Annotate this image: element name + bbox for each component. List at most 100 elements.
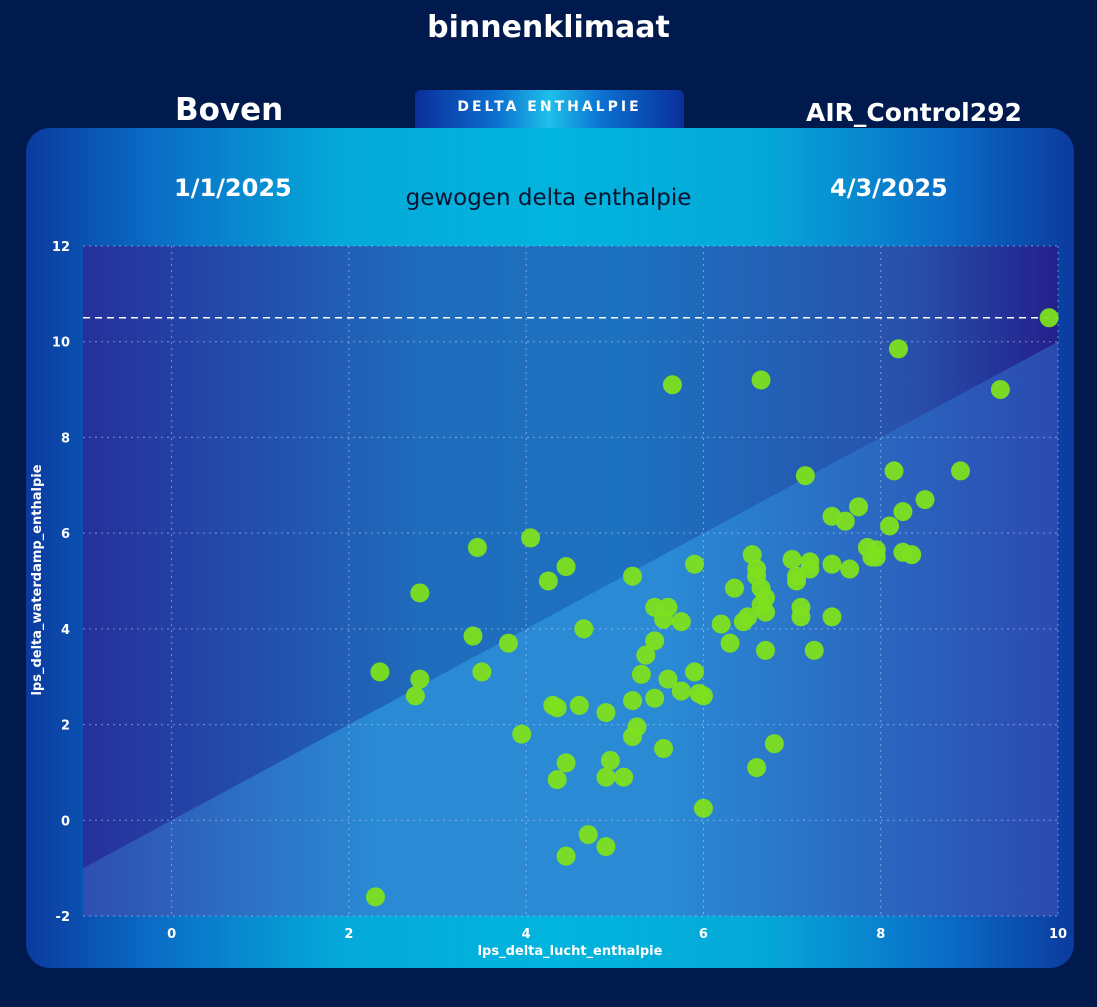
y-axis-label: lps_delta_waterdamp_enthalpie xyxy=(30,464,45,695)
data-point[interactable] xyxy=(751,370,771,390)
data-point[interactable] xyxy=(467,538,487,557)
data-point[interactable] xyxy=(521,528,541,548)
data-point[interactable] xyxy=(782,549,802,569)
data-point[interactable] xyxy=(600,750,620,770)
data-point[interactable] xyxy=(538,571,558,591)
y-tick-label: 6 xyxy=(61,527,70,542)
data-point[interactable] xyxy=(849,497,869,517)
data-point[interactable] xyxy=(791,607,811,627)
x-axis-ticks: 0 2 4 6 8 10 xyxy=(167,927,1067,942)
data-point[interactable] xyxy=(866,547,886,567)
data-point[interactable] xyxy=(623,566,643,586)
data-point[interactable] xyxy=(822,554,842,574)
data-point[interactable] xyxy=(658,597,678,617)
data-point[interactable] xyxy=(787,571,807,591)
data-point[interactable] xyxy=(498,633,518,653)
data-point[interactable] xyxy=(747,758,767,778)
data-point[interactable] xyxy=(756,640,775,660)
data-point[interactable] xyxy=(822,607,842,627)
y-tick-label: 4 xyxy=(61,623,70,638)
data-point[interactable] xyxy=(840,559,860,579)
y-tick-label: 0 xyxy=(61,814,70,829)
y-tick-label: 10 xyxy=(52,336,70,351)
page-title: binnenklimaat xyxy=(427,10,670,45)
x-tick-label: 10 xyxy=(1049,927,1067,942)
data-point[interactable] xyxy=(410,583,430,603)
data-point[interactable] xyxy=(654,739,674,758)
data-point[interactable] xyxy=(888,339,908,359)
data-point[interactable] xyxy=(596,703,616,723)
data-point[interactable] xyxy=(658,669,678,689)
y-tick-label: 2 xyxy=(61,719,70,734)
data-point[interactable] xyxy=(756,588,775,608)
data-point[interactable] xyxy=(915,490,935,510)
data-point[interactable] xyxy=(574,619,594,639)
data-point[interactable] xyxy=(636,645,656,665)
data-point[interactable] xyxy=(990,380,1010,400)
data-point[interactable] xyxy=(951,461,970,481)
y-tick-label: 12 xyxy=(52,240,70,255)
chart-title: gewogen delta enthalpie xyxy=(405,185,692,211)
data-point[interactable] xyxy=(685,554,705,574)
data-point[interactable] xyxy=(742,545,762,565)
data-point[interactable] xyxy=(410,669,430,689)
y-tick-label: 8 xyxy=(61,431,70,446)
data-point[interactable] xyxy=(596,767,616,787)
data-point[interactable] xyxy=(764,734,784,754)
data-point[interactable] xyxy=(1039,308,1059,328)
location-label: Boven xyxy=(175,92,284,128)
data-point[interactable] xyxy=(693,798,713,818)
gridlines xyxy=(83,245,1059,917)
x-tick-label: 2 xyxy=(344,927,353,942)
data-point[interactable] xyxy=(596,837,616,857)
data-point[interactable] xyxy=(720,633,740,653)
data-point[interactable] xyxy=(512,724,532,744)
data-point[interactable] xyxy=(893,502,913,522)
data-point[interactable] xyxy=(685,662,705,682)
end-date: 4/3/2025 xyxy=(830,174,948,202)
x-tick-label: 6 xyxy=(699,927,708,942)
data-point[interactable] xyxy=(370,662,390,682)
data-point[interactable] xyxy=(884,461,904,481)
y-tick-label: -2 xyxy=(56,910,70,925)
data-point[interactable] xyxy=(631,664,651,684)
tab-delta-enthalpie[interactable]: DELTA ENTHALPIE xyxy=(415,90,684,130)
data-point[interactable] xyxy=(627,717,647,737)
data-point[interactable] xyxy=(671,681,691,701)
data-point[interactable] xyxy=(711,614,731,634)
data-point[interactable] xyxy=(463,626,483,646)
x-tick-label: 4 xyxy=(522,927,531,942)
data-point[interactable] xyxy=(547,698,567,718)
data-point[interactable] xyxy=(693,686,713,706)
start-date: 1/1/2025 xyxy=(174,174,292,202)
data-point[interactable] xyxy=(366,887,385,907)
data-point[interactable] xyxy=(756,602,775,622)
data-point[interactable] xyxy=(556,557,576,577)
data-point[interactable] xyxy=(645,688,665,708)
data-point[interactable] xyxy=(556,846,576,866)
x-tick-label: 0 xyxy=(167,927,176,942)
data-point[interactable] xyxy=(578,825,598,845)
data-point[interactable] xyxy=(835,511,855,531)
data-point[interactable] xyxy=(738,607,758,627)
data-point[interactable] xyxy=(880,516,900,536)
data-points xyxy=(366,308,1059,907)
data-point[interactable] xyxy=(614,767,634,787)
data-point[interactable] xyxy=(795,466,815,486)
data-point[interactable] xyxy=(556,753,576,773)
data-point[interactable] xyxy=(671,612,691,632)
x-axis-label: lps_delta_lucht_enthalpie xyxy=(478,944,663,959)
data-point[interactable] xyxy=(902,545,922,565)
data-point[interactable] xyxy=(569,695,589,715)
data-point[interactable] xyxy=(804,640,824,660)
data-point[interactable] xyxy=(724,578,744,598)
data-point[interactable] xyxy=(645,631,665,651)
data-point[interactable] xyxy=(405,686,425,706)
x-tick-label: 8 xyxy=(876,927,885,942)
data-point[interactable] xyxy=(800,559,820,579)
data-point[interactable] xyxy=(547,770,567,790)
data-point[interactable] xyxy=(623,691,643,711)
data-point[interactable] xyxy=(472,662,492,682)
data-point[interactable] xyxy=(662,375,682,395)
